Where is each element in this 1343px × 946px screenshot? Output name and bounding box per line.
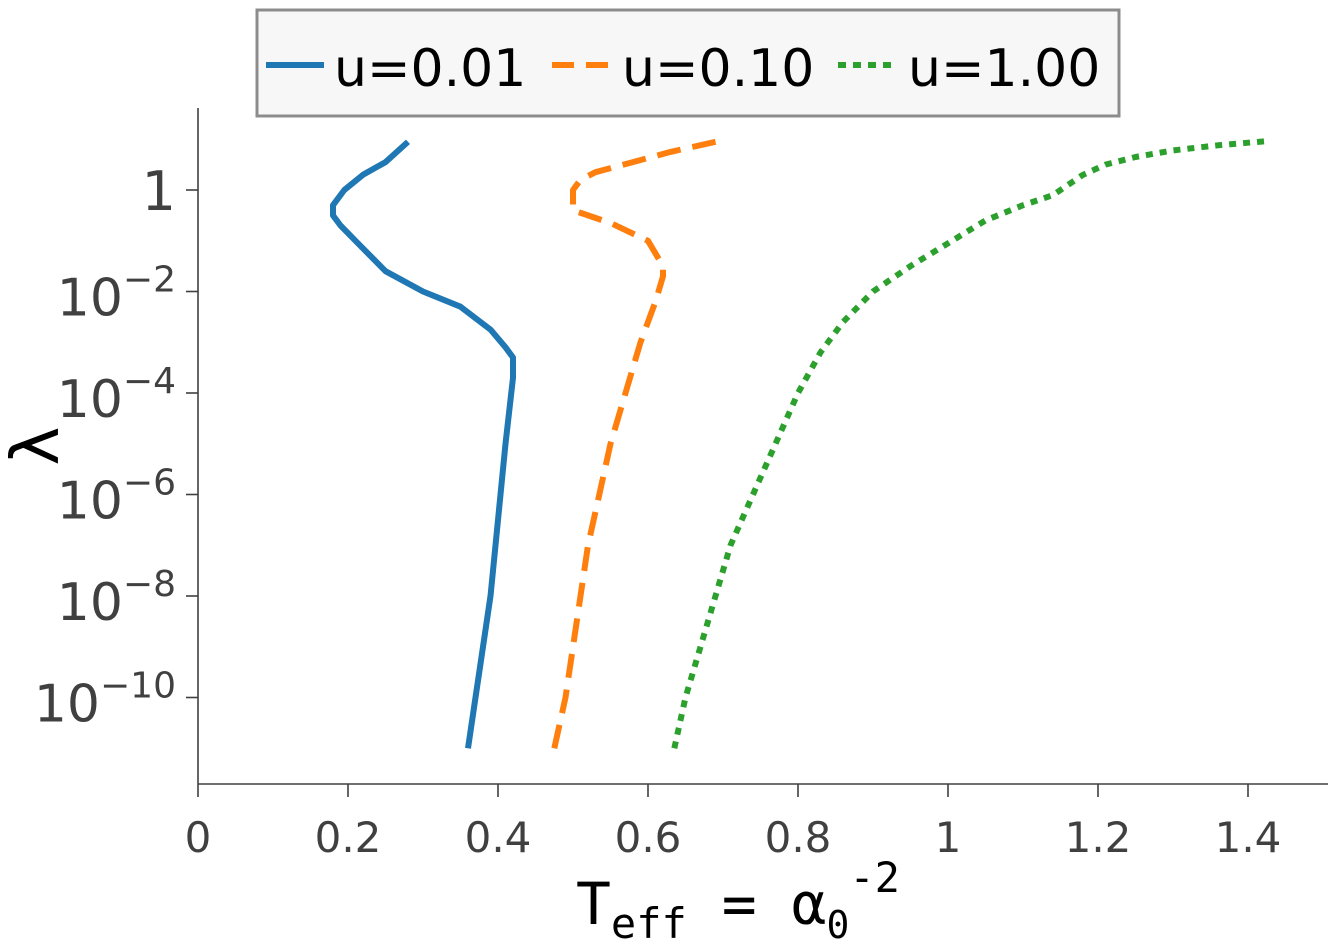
y-axis-label: λ xyxy=(0,426,74,466)
x-axis-label-sub2: 0 xyxy=(826,903,849,946)
x-tick-label: 0.4 xyxy=(465,813,532,862)
x-tick-label: 0.6 xyxy=(615,813,682,862)
y-tick-label: 10−4 xyxy=(57,361,176,430)
y-tick-label: 10−8 xyxy=(57,564,176,633)
x-axis-label: Teff = α0-2 xyxy=(576,853,900,946)
x-tick-label: 0 xyxy=(185,813,212,862)
y-tick-label: 10−10 xyxy=(34,666,176,735)
x-axis-label-main: T xyxy=(576,870,611,938)
y-tick-label: 1 xyxy=(142,160,176,223)
legend-label-u001: u=0.01 xyxy=(334,39,526,99)
x-axis-label-sub: eff xyxy=(611,899,687,946)
x-tick-label: 1 xyxy=(935,813,962,862)
y-ticks: 1 10−2 10−4 10−6 10−8 10−10 xyxy=(34,160,198,735)
y-tick-label: 10−6 xyxy=(57,463,176,532)
y-tick-label: 10−2 xyxy=(57,260,176,329)
legend-label-u100: u=1.00 xyxy=(908,39,1100,99)
series-line-u010 xyxy=(551,138,717,749)
x-tick-label: 0.8 xyxy=(765,813,832,862)
series-line-u001 xyxy=(330,139,516,749)
x-tick-label: 1.4 xyxy=(1215,813,1282,862)
x-tick-label: 1.2 xyxy=(1065,813,1132,862)
series-group xyxy=(330,137,1271,749)
series-line-u100 xyxy=(671,137,1271,749)
x-ticks: 0 0.2 0.4 0.6 0.8 1 1.2 1.4 xyxy=(185,784,1282,862)
legend: u=0.01 u=0.10 u=1.00 xyxy=(255,8,1121,118)
x-axis-label-sup: -2 xyxy=(849,853,900,902)
x-axis-label-rest: = α xyxy=(687,870,827,938)
legend-box xyxy=(255,8,1121,118)
legend-label-u010: u=0.10 xyxy=(622,39,814,99)
x-tick-label: 0.2 xyxy=(315,813,382,862)
